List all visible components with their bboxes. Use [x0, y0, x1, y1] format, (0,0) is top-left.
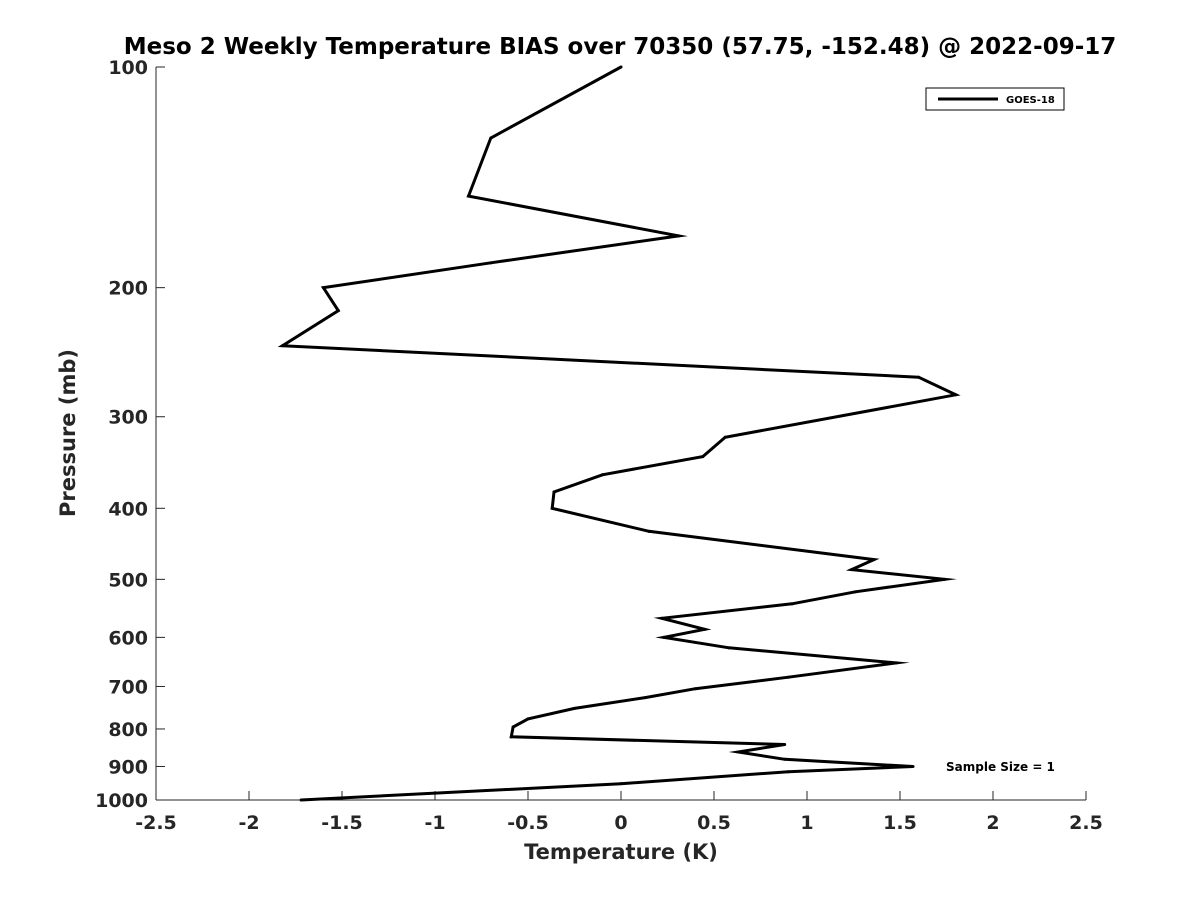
data-point	[489, 261, 493, 265]
data-point	[600, 473, 604, 477]
data-point	[736, 750, 740, 754]
data-point	[550, 506, 554, 510]
data-point	[850, 568, 854, 572]
x-tick-label: 0.5	[697, 812, 731, 834]
x-tick-label: -2	[238, 812, 259, 834]
plot-area	[156, 67, 1086, 800]
data-point	[872, 558, 876, 562]
legend-label: GOES-18	[1006, 95, 1055, 106]
data-point	[511, 725, 515, 729]
data-point	[954, 393, 958, 397]
y-tick-label: 300	[108, 407, 148, 429]
data-point	[299, 798, 303, 802]
data-point	[336, 309, 340, 313]
data-point	[701, 455, 705, 459]
data-point	[911, 764, 915, 768]
y-axis-label: Pressure (mb)	[56, 349, 80, 517]
ticks: -2.5 -2 -1.5 -1 -0.5 0 0.5 1 1.5 2 2.5 100 200 300 400…	[95, 57, 1103, 834]
data-point	[693, 687, 697, 691]
y-tick-label: 500	[108, 569, 148, 591]
data-point	[703, 627, 707, 631]
legend[interactable]: GOES-18	[925, 87, 1065, 111]
x-tick-label: 0	[614, 812, 627, 834]
data-point	[643, 696, 647, 700]
data-point	[894, 661, 898, 665]
x-tick-label: -0.5	[507, 812, 549, 834]
data-point	[509, 735, 513, 739]
data-point	[321, 286, 325, 290]
sample-size-annotation: Sample Size = 1	[946, 760, 1055, 774]
data-point	[677, 234, 681, 238]
x-tick-label: 2	[986, 812, 999, 834]
data-point	[552, 490, 556, 494]
data-point	[466, 194, 470, 198]
series-line-goes-18	[277, 65, 961, 802]
x-tick-label: 2.5	[1069, 812, 1103, 834]
data-point	[786, 770, 790, 774]
data-point	[573, 706, 576, 710]
series-layer	[277, 65, 961, 802]
y-tick-label: 100	[108, 57, 148, 79]
chart-title: Meso 2 Weekly Temperature BIAS over 7035…	[124, 34, 1117, 60]
y-tick-label: 600	[108, 627, 148, 649]
data-point	[917, 375, 921, 379]
x-tick-label: -1.5	[321, 812, 363, 834]
data-point	[786, 675, 790, 679]
x-tick-label: -1	[424, 812, 445, 834]
data-point	[723, 435, 727, 439]
y-tick-label: 1000	[95, 790, 148, 812]
data-point	[489, 136, 493, 140]
data-point	[783, 742, 787, 746]
data-point	[783, 757, 787, 761]
x-axis-label: Temperature (K)	[524, 840, 718, 864]
data-point	[280, 344, 284, 348]
x-tick-label: -2.5	[135, 812, 177, 834]
x-tick-label: 1	[800, 812, 813, 834]
data-point	[790, 602, 794, 606]
data-point	[660, 616, 664, 620]
data-point	[853, 590, 857, 594]
x-tick-label: 1.5	[883, 812, 917, 834]
y-tick-label: 400	[108, 498, 148, 520]
data-point	[662, 635, 666, 639]
y-tick-label: 700	[108, 676, 148, 698]
y-tick-label: 900	[108, 756, 148, 778]
data-point	[619, 65, 623, 69]
data-point	[943, 577, 947, 581]
data-point	[647, 529, 651, 533]
data-point	[619, 782, 623, 786]
y-tick-label: 200	[108, 278, 148, 300]
data-point	[526, 717, 530, 721]
y-tick-label: 800	[108, 719, 148, 741]
data-point	[727, 646, 731, 650]
